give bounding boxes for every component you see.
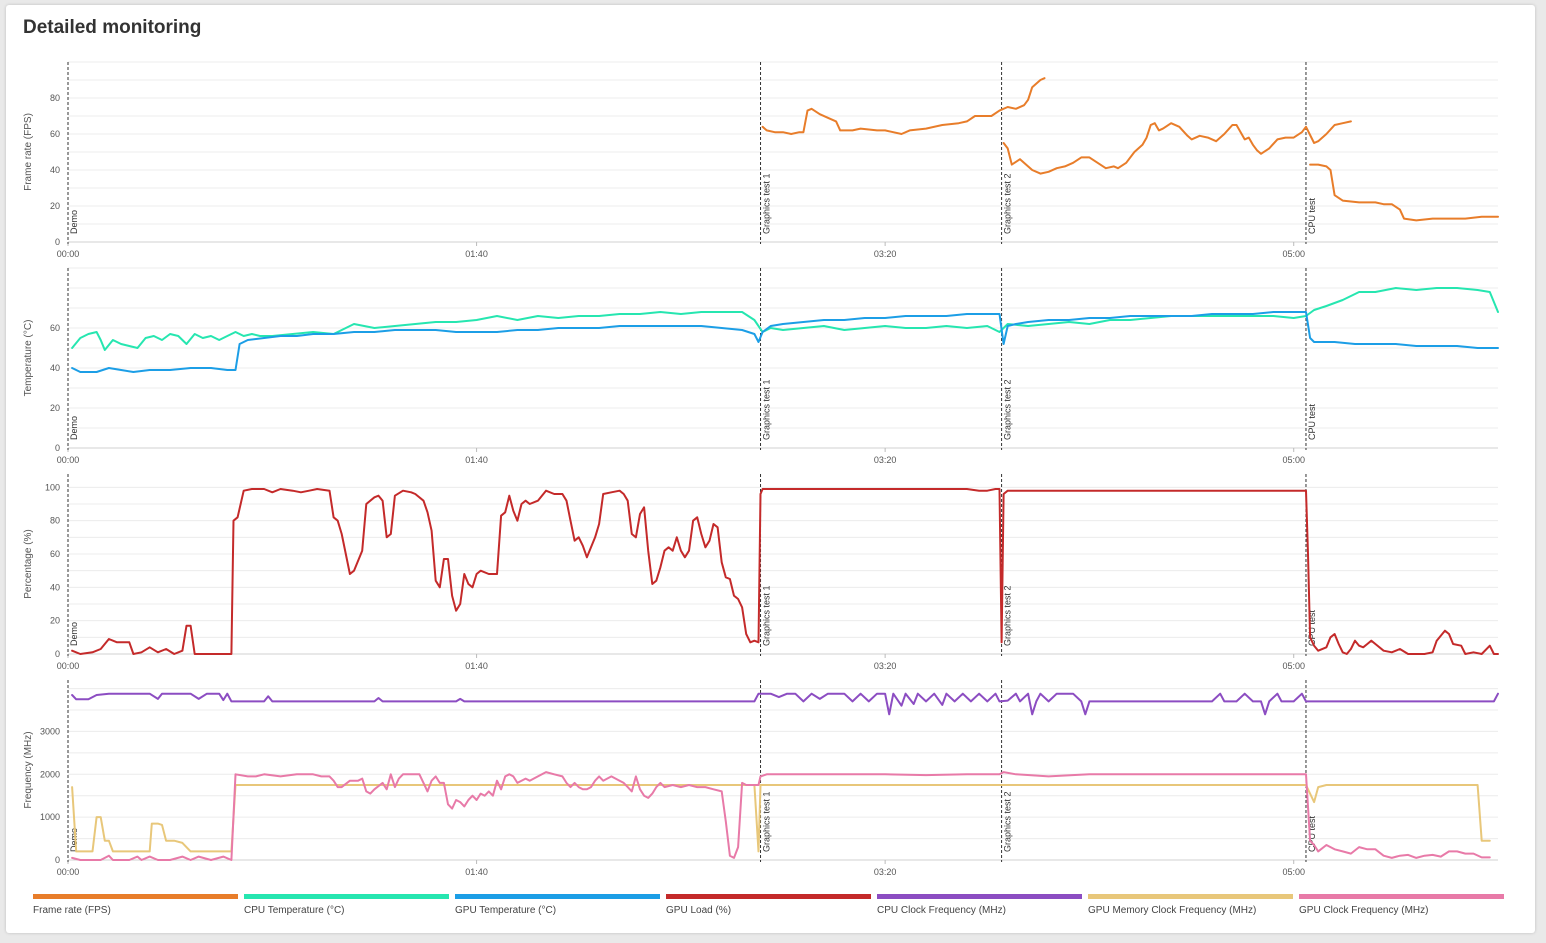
test-marker-label: Graphics test 1	[762, 585, 772, 646]
test-marker-label: Graphics test 2	[1003, 791, 1013, 852]
test-marker-label: CPU test	[1307, 403, 1317, 440]
x-tick-label: 00:00	[57, 455, 80, 465]
legend-label: GPU Memory Clock Frequency (MHz)	[1088, 905, 1257, 916]
y-tick-label: 40	[50, 582, 60, 592]
y-tick-label: 0	[55, 237, 60, 247]
x-tick-label: 05:00	[1282, 455, 1305, 465]
y-axis-label: Frequency (MHz)	[23, 731, 34, 808]
legend-swatch	[1299, 894, 1504, 899]
legend-label: CPU Clock Frequency (MHz)	[877, 905, 1006, 916]
series-line	[71, 771, 1491, 861]
series-line	[71, 784, 1491, 853]
legend-swatch	[455, 894, 660, 899]
page-title: Detailed monitoring	[23, 17, 202, 38]
x-tick-label: 05:00	[1282, 661, 1305, 671]
legend-label: GPU Temperature (°C)	[455, 905, 557, 916]
y-axis-label: Frame rate (FPS)	[23, 113, 34, 191]
legend-item-gpu-memory-clock[interactable]: GPU Memory Clock Frequency (MHz)	[1088, 894, 1293, 916]
y-tick-label: 20	[50, 403, 60, 413]
monitoring-card: Detailed monitoring	[6, 5, 1535, 933]
legend: Frame rate (FPS) CPU Temperature (°C) GP…	[33, 894, 1508, 918]
x-tick-label: 03:20	[874, 661, 897, 671]
y-tick-label: 0	[55, 443, 60, 453]
y-tick-label: 60	[50, 129, 60, 139]
test-marker-label: Graphics test 2	[1003, 379, 1013, 440]
series-line	[71, 287, 1499, 351]
legend-item-gpu-temperature[interactable]: GPU Temperature (°C)	[455, 894, 660, 916]
legend-swatch	[666, 894, 871, 899]
test-marker-label: CPU test	[1307, 609, 1317, 646]
y-tick-label: 40	[50, 165, 60, 175]
x-tick-label: 00:00	[57, 661, 80, 671]
test-marker-label: Graphics test 1	[762, 791, 772, 852]
y-tick-label: 80	[50, 516, 60, 526]
x-tick-label: 05:00	[1282, 249, 1305, 259]
legend-item-gpu-load[interactable]: GPU Load (%)	[666, 894, 871, 916]
legend-label: Frame rate (FPS)	[33, 905, 111, 916]
series-line	[1002, 120, 1352, 175]
y-tick-label: 0	[55, 855, 60, 865]
x-tick-label: 01:40	[465, 455, 488, 465]
y-tick-label: 100	[45, 482, 60, 492]
x-tick-label: 01:40	[465, 249, 488, 259]
legend-item-gpu-clock[interactable]: GPU Clock Frequency (MHz)	[1299, 894, 1504, 916]
y-tick-label: 40	[50, 363, 60, 373]
legend-item-cpu-clock[interactable]: CPU Clock Frequency (MHz)	[877, 894, 1082, 916]
x-tick-label: 00:00	[57, 867, 80, 877]
test-marker-label: CPU test	[1307, 197, 1317, 234]
legend-swatch	[33, 894, 238, 899]
test-marker-label: Graphics test 1	[762, 173, 772, 234]
test-marker-label: Demo	[69, 828, 79, 852]
x-tick-label: 03:20	[874, 867, 897, 877]
legend-swatch	[244, 894, 449, 899]
y-tick-label: 20	[50, 616, 60, 626]
legend-swatch	[877, 894, 1082, 899]
legend-label: GPU Clock Frequency (MHz)	[1299, 905, 1429, 916]
x-tick-label: 03:20	[874, 249, 897, 259]
legend-label: GPU Load (%)	[666, 905, 732, 916]
test-marker-label: Demo	[69, 416, 79, 440]
y-tick-label: 60	[50, 323, 60, 333]
y-tick-label: 3000	[40, 726, 60, 736]
legend-item-cpu-temperature[interactable]: CPU Temperature (°C)	[244, 894, 449, 916]
x-tick-label: 03:20	[874, 455, 897, 465]
series-line	[71, 311, 1499, 373]
y-tick-label: 20	[50, 201, 60, 211]
series-line	[71, 488, 1499, 655]
test-marker-label: Graphics test 1	[762, 379, 772, 440]
legend-label: CPU Temperature (°C)	[244, 905, 345, 916]
legend-swatch	[1088, 894, 1293, 899]
x-tick-label: 05:00	[1282, 867, 1305, 877]
y-axis-label: Temperature (°C)	[23, 320, 34, 397]
y-tick-label: 80	[50, 93, 60, 103]
series-line	[761, 77, 1046, 135]
test-marker-label: Graphics test 2	[1003, 173, 1013, 234]
x-tick-label: 00:00	[57, 249, 80, 259]
x-tick-label: 01:40	[465, 867, 488, 877]
y-tick-label: 1000	[40, 812, 60, 822]
test-marker-label: Demo	[69, 210, 79, 234]
series-line	[71, 692, 1499, 716]
test-marker-label: Demo	[69, 622, 79, 646]
test-marker-label: Graphics test 2	[1003, 585, 1013, 646]
y-axis-label: Percentage (%)	[23, 529, 34, 598]
y-tick-label: 60	[50, 549, 60, 559]
y-tick-label: 0	[55, 649, 60, 659]
test-marker-label: CPU test	[1307, 815, 1317, 852]
y-tick-label: 2000	[40, 769, 60, 779]
series-line	[1309, 163, 1499, 222]
x-tick-label: 01:40	[465, 661, 488, 671]
legend-item-frame-rate[interactable]: Frame rate (FPS)	[33, 894, 238, 916]
